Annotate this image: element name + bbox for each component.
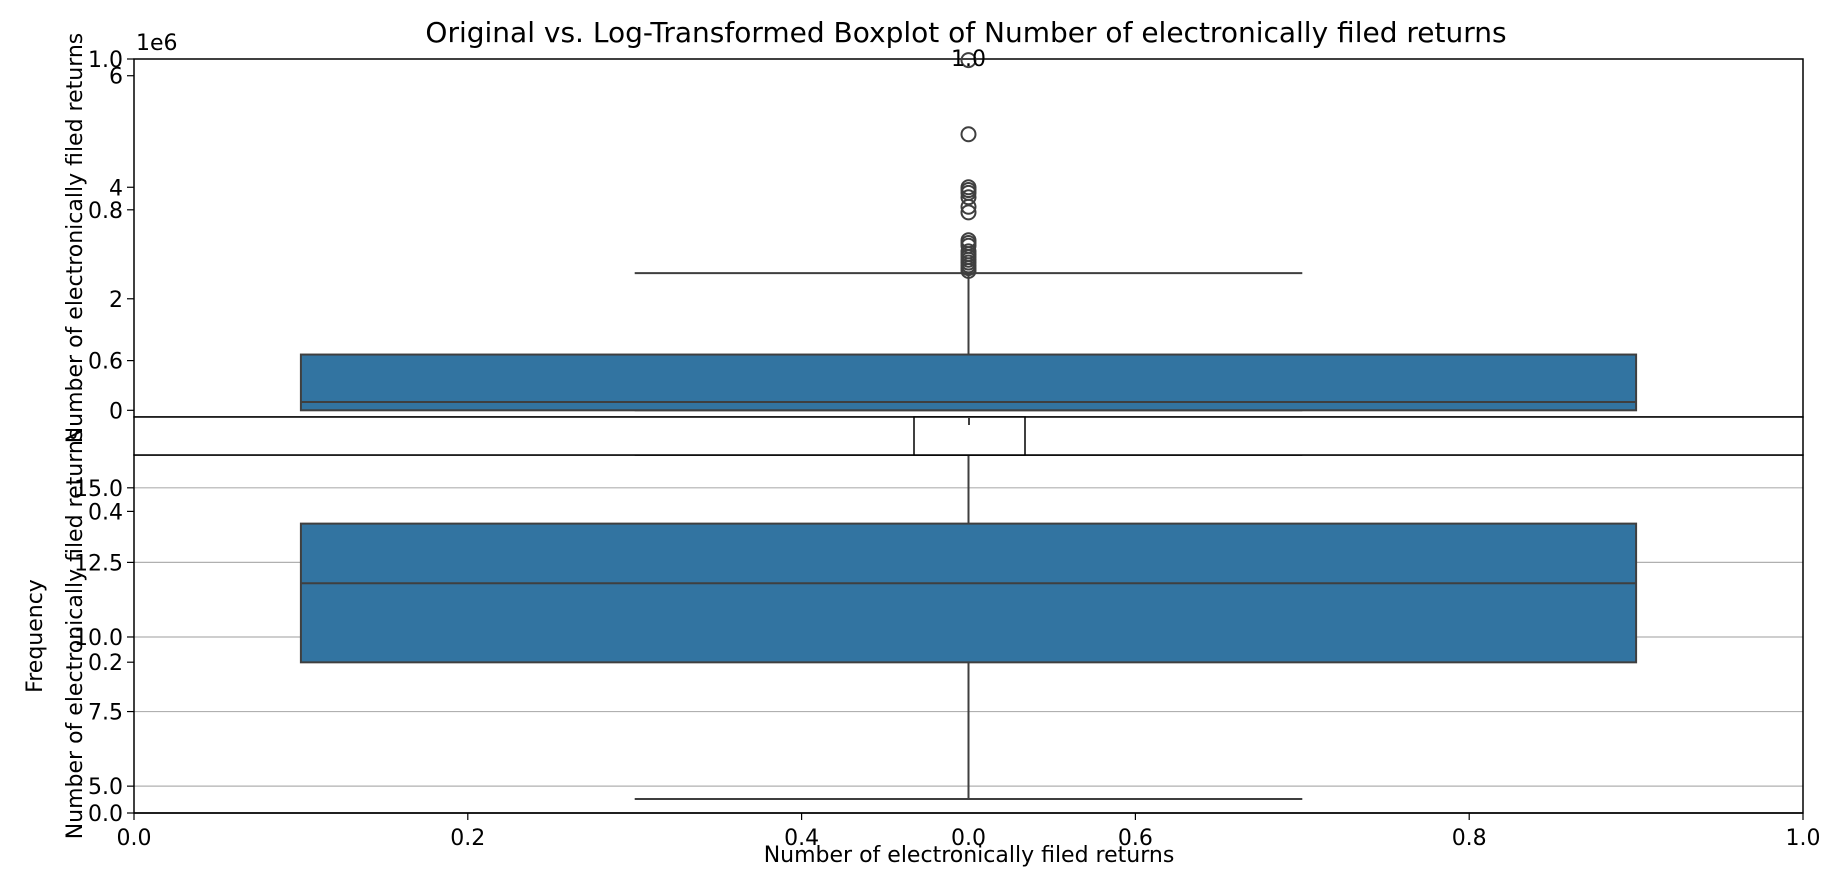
chart-title: Original vs. Log-Transformed Boxplot of … [425, 16, 1506, 49]
overlay-x-tick-label: 1.0 [1786, 826, 1821, 851]
top-y-tick-label: 6 [109, 65, 123, 90]
bottom-box-group [299, 454, 1638, 800]
overlay-y-tick-label: 0.8 [88, 199, 123, 224]
overlay-x-tick-label: 0.6 [1118, 826, 1153, 851]
overlay-y-tick-label: 0.4 [88, 500, 123, 525]
top-y-axis: 0 2 4 6 [109, 65, 134, 424]
bottom-y-tick-label: 12.5 [74, 551, 123, 576]
top-y-axis-label: Number of electronically filed returns [63, 33, 88, 444]
overlay-y-axis: 0.0 0.2 0.4 0.6 0.8 1.0 [88, 48, 1803, 827]
top-outlier [960, 232, 977, 249]
bottom-y-axis: 5.0 7.5 10.0 12.5 15.0 [74, 477, 134, 800]
overlay-y-axis-label: Frequency [23, 579, 48, 693]
overlay-y-tick-label: 0.6 [88, 350, 123, 375]
overlay-y-tick-label: 1.0 [88, 48, 123, 73]
overlay-axes: 0.0 0.2 0.4 0.6 0.8 1.0 0.0 0.2 0.4 0.6 0.8 1.0 1.… [23, 47, 1821, 868]
top-outlier [960, 189, 977, 206]
top-outlier [960, 243, 977, 260]
top-x-tick-label: 1.0 [951, 47, 986, 72]
overlay-x-axis-label: Number of electronically filed returns [764, 843, 1175, 868]
bottom-y-tick-label: 15.0 [74, 477, 123, 502]
bottom-y-tick-label: 5.0 [88, 775, 123, 800]
overlay-y-tick-label: 0.2 [88, 651, 123, 676]
bottom-y-tick-label: 10.0 [74, 626, 123, 651]
top-box-group [299, 52, 1638, 412]
subplot-x-axis: 1.0 0.0 [951, 47, 986, 851]
overlay-x-tick-label: 0.4 [784, 826, 819, 851]
top-subplot: 1e6 0 2 4 6 Number of electronically filed … [63, 31, 1804, 444]
bottom-subplot: 5.0 7.5 10.0 12.5 15.0 Number of electronica… [63, 429, 1804, 840]
top-y-tick-label: 4 [109, 176, 123, 201]
top-outlier [960, 52, 977, 69]
bottom-y-tick-label: 7.5 [88, 701, 123, 726]
top-y-tick-label: 0 [109, 399, 123, 424]
middle-subplot [133, 416, 1804, 456]
overlay-x-tick-label: 0.0 [117, 826, 152, 851]
overlay-x-axis: 0.0 0.2 0.4 0.6 0.8 1.0 [117, 813, 1821, 851]
top-outlier [960, 204, 977, 221]
top-scale-label: 1e6 [136, 31, 178, 56]
bottom-y-axis-label: Number of electronically filed returns [63, 429, 88, 840]
overlay-x-tick-label: 0.2 [450, 826, 485, 851]
top-outlier [960, 179, 977, 196]
bottom-x-tick-label: 0.0 [951, 826, 986, 851]
overlay-x-tick-label: 0.8 [1452, 826, 1487, 851]
top-y-tick-label: 2 [109, 288, 123, 313]
overlay-y-tick-label: 0.0 [88, 802, 123, 827]
bottom-box [299, 522, 1638, 664]
top-outlier [960, 126, 977, 143]
